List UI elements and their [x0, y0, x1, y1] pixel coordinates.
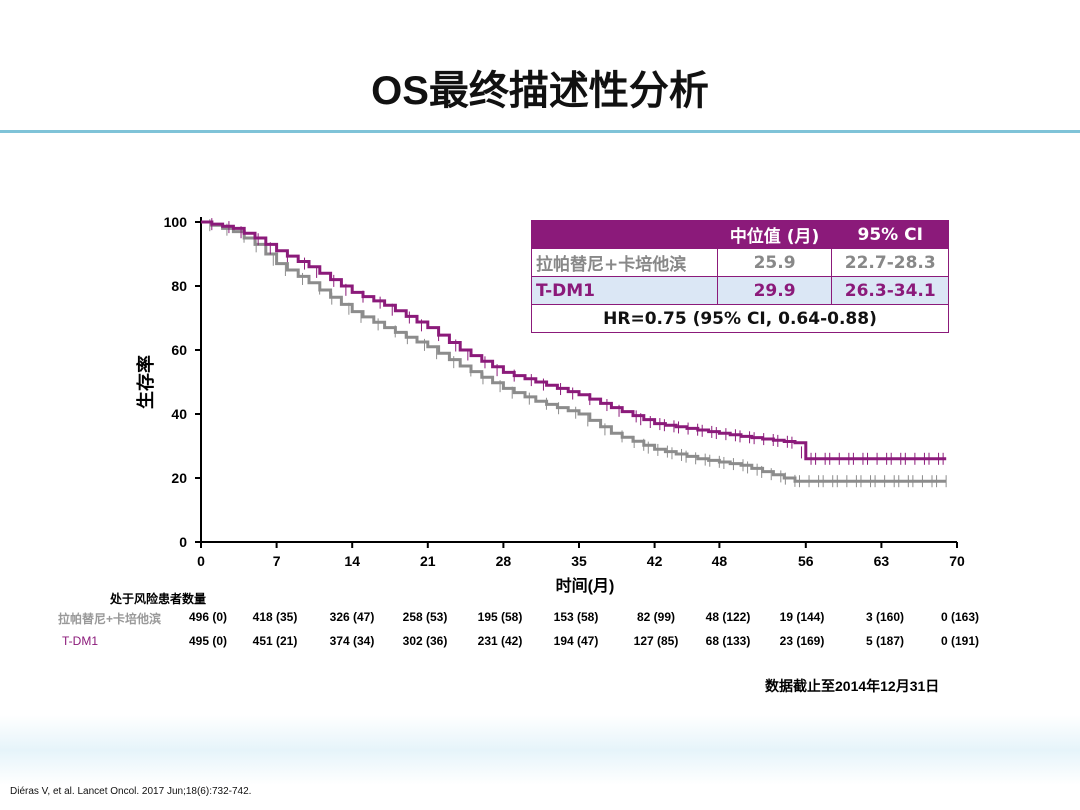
risk-cell: 496 (0) [188, 610, 228, 624]
data-cutoff-note: 数据截止至2014年12月31日 [765, 678, 940, 694]
row-name: T-DM1 [531, 276, 718, 305]
risk-row-name-tdm1: T-DM1 [62, 634, 98, 648]
risk-cell: 153 (58) [553, 610, 599, 624]
x-tick-label: 42 [647, 553, 663, 569]
header-ci: 95% CI [831, 220, 949, 249]
row-ci: 26.3-34.1 [831, 276, 949, 305]
x-tick-label: 63 [874, 553, 890, 569]
x-tick-label: 56 [798, 553, 814, 569]
risk-cell: 231 (42) [477, 634, 523, 648]
x-axis-label: 时间(月) [556, 576, 615, 595]
risk-cell: 302 (36) [402, 634, 448, 648]
risk-cell: 19 (144) [779, 610, 825, 624]
risk-cell: 82 (99) [636, 610, 676, 624]
y-tick-label: 0 [179, 534, 187, 550]
y-tick-label: 60 [171, 342, 187, 358]
hazard-ratio: HR=0.75 (95% CI, 0.64-0.88) [531, 304, 949, 333]
risk-cell: 374 (34) [329, 634, 375, 648]
risk-cell: 48 (122) [705, 610, 751, 624]
risk-cell: 127 (85) [633, 634, 679, 648]
y-axis-label: 生存率 [135, 355, 156, 409]
y-tick-label: 80 [171, 278, 187, 294]
x-tick-label: 0 [197, 553, 205, 569]
y-tick-label: 100 [164, 214, 188, 230]
risk-cell: 0 (191) [940, 634, 980, 648]
survival-curve-0 [201, 220, 947, 483]
slide-title: OS最终描述性分析 [371, 69, 709, 113]
survival-curve-1 [201, 220, 947, 461]
risk-cell: 258 (53) [402, 610, 448, 624]
risk-cell: 418 (35) [252, 610, 298, 624]
x-tick-label: 14 [344, 553, 360, 569]
risk-cell: 23 (169) [779, 634, 825, 648]
risk-cell: 326 (47) [329, 610, 375, 624]
decorative-wave [0, 715, 1080, 785]
risk-cell: 0 (163) [940, 610, 980, 624]
title-divider [0, 130, 1080, 133]
x-tick-label: 28 [496, 553, 512, 569]
risk-cell: 3 (160) [865, 610, 905, 624]
risk-cell: 495 (0) [188, 634, 228, 648]
y-tick-label: 20 [171, 470, 187, 486]
y-tick-label: 40 [171, 406, 187, 422]
x-tick-label: 70 [949, 553, 965, 569]
header-median: 中位值 (月) [716, 220, 833, 249]
row-median: 25.9 [716, 248, 833, 277]
risk-cell: 451 (21) [252, 634, 298, 648]
x-tick-label: 21 [420, 553, 436, 569]
risk-cell: 68 (133) [705, 634, 751, 648]
risk-cell: 5 (187) [865, 634, 905, 648]
risk-cell: 195 (58) [477, 610, 523, 624]
x-tick-label: 48 [712, 553, 728, 569]
row-ci: 22.7-28.3 [831, 248, 949, 277]
row-median: 29.9 [716, 276, 833, 305]
row-name: 拉帕替尼+卡培他滨 [531, 248, 718, 277]
median-summary-table: 中位值 (月) 95% CI 拉帕替尼+卡培他滨 25.9 22.7-28.3 T-D… [531, 220, 949, 333]
risk-row-name-lapatinib: 拉帕替尼+卡培他滨 [58, 612, 162, 626]
x-tick-label: 7 [273, 553, 281, 569]
km-chart: 0 20 40 60 80 100 0 7 14 21 28 35 42 48 56 63 70 时间(月) 生存率 [135, 214, 965, 595]
risk-table-label: 处于风险患者数量 [110, 592, 207, 606]
x-tick-label: 35 [571, 553, 587, 569]
header-blank [531, 220, 718, 249]
risk-cell: 194 (47) [553, 634, 599, 648]
reference: Diéras V, et al. Lancet Oncol. 2017 Jun;… [10, 786, 252, 797]
